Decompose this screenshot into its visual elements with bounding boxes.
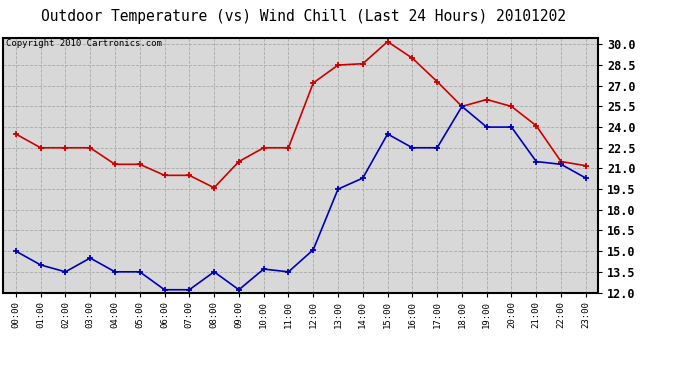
Text: Copyright 2010 Cartronics.com: Copyright 2010 Cartronics.com [6,39,162,48]
Text: Outdoor Temperature (vs) Wind Chill (Last 24 Hours) 20101202: Outdoor Temperature (vs) Wind Chill (Las… [41,9,566,24]
